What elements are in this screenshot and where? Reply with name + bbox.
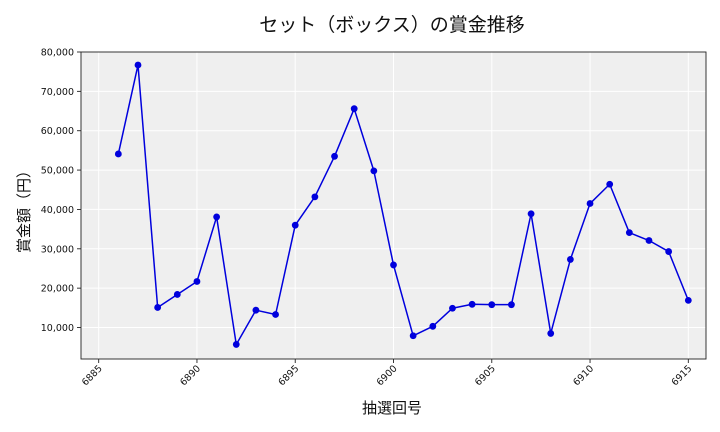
data-point — [311, 193, 319, 201]
y-tick-label: 60,000 — [41, 126, 74, 137]
data-point — [350, 105, 358, 113]
data-point — [173, 291, 181, 298]
data-points — [114, 61, 692, 348]
data-point — [566, 256, 574, 263]
x-axis-label: 抽選回号 — [362, 399, 422, 417]
data-point — [331, 152, 338, 160]
data-point — [154, 304, 162, 311]
data-point — [645, 237, 653, 244]
data-point — [625, 229, 633, 237]
data-point — [606, 180, 614, 188]
data-point — [508, 301, 515, 309]
data-point — [488, 301, 496, 309]
data-point — [390, 261, 397, 269]
y-axis-label: 賞金額（円） — [15, 163, 33, 253]
series-line — [117, 64, 690, 346]
data-point — [291, 221, 299, 229]
y-tick-label: 20,000 — [41, 284, 74, 295]
data-point — [586, 200, 594, 207]
data-point — [193, 278, 201, 285]
data-point — [665, 248, 673, 255]
data-point — [114, 150, 122, 158]
chart-title: セット（ボックス）の賞金推移 — [259, 14, 524, 36]
data-point — [527, 210, 535, 218]
y-tick-label: 10,000 — [41, 323, 74, 334]
data-point — [429, 322, 437, 330]
data-point — [370, 167, 378, 175]
data-point — [449, 304, 456, 312]
y-axis: 10,000 20,000 30,000 40,000 50,000 60,000 70,0… — [41, 48, 81, 334]
data-point — [134, 61, 142, 69]
y-tick-label: 50,000 — [41, 166, 74, 177]
data-point — [684, 296, 692, 304]
data-point — [468, 300, 476, 308]
data-point — [232, 341, 240, 348]
data-point — [213, 213, 221, 221]
y-tick-label: 30,000 — [41, 244, 74, 255]
data-point — [252, 306, 260, 314]
y-tick-label: 80,000 — [41, 48, 74, 59]
y-tick-label: 40,000 — [41, 205, 74, 216]
y-tick-label: 70,000 — [41, 87, 74, 98]
data-point — [547, 330, 555, 337]
data-point — [409, 332, 417, 340]
data-point — [272, 311, 279, 318]
